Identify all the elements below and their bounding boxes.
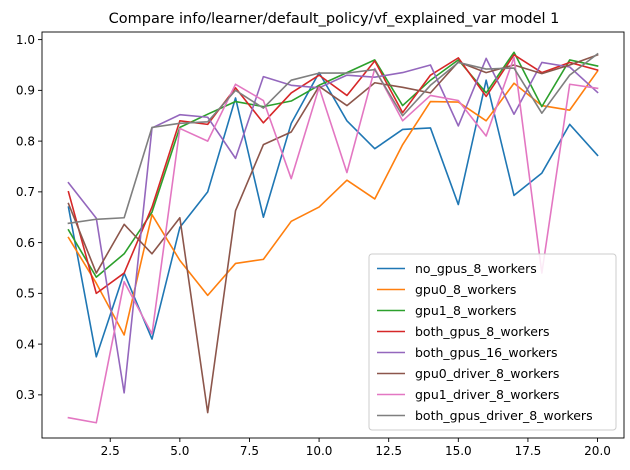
- y-tick-label: 0.4: [16, 337, 35, 351]
- legend-label: no_gpus_8_workers: [415, 261, 537, 276]
- legend: no_gpus_8_workers gpu0_8_workers gpu1_8_wo…: [368, 253, 617, 431]
- legend-label: both_gpus_16_workers: [415, 345, 558, 360]
- plot-frame: [41, 31, 625, 439]
- y-tick-label: 0.6: [16, 236, 35, 250]
- x-tick-label: 12.5: [375, 444, 402, 458]
- legend-label: gpu0_driver_8_workers: [415, 366, 559, 381]
- y-axis: 0.3 0.4 0.5 0.6 0.7 0.8 0.9 1.0: [16, 33, 42, 402]
- y-tick-label: 0.9: [16, 84, 35, 98]
- x-tick-label: 7.5: [240, 444, 259, 458]
- legend-label: gpu0_8_workers: [415, 282, 516, 297]
- x-axis: 2.5 5.0 7.5 10.0 12.5 15.0 17.5 20.0: [101, 438, 611, 458]
- y-tick-label: 0.7: [16, 185, 35, 199]
- plot-lines: [67, 51, 599, 424]
- y-tick-label: 0.3: [16, 388, 35, 402]
- x-tick-label: 15.0: [445, 444, 472, 458]
- x-tick-label: 5.0: [170, 444, 189, 458]
- series-line-gpu0_driver_8_workers: [67, 53, 599, 414]
- legend-label: gpu1_8_workers: [415, 303, 516, 318]
- series-line-both_gpus_driver_8_workers: [67, 52, 599, 225]
- x-tick-label: 20.0: [584, 444, 611, 458]
- series-line-gpu1_8_workers: [67, 51, 599, 278]
- series-line-both_gpus_16_workers: [67, 57, 599, 394]
- legend-label: gpu1_driver_8_workers: [415, 387, 559, 402]
- legend-box: [368, 253, 617, 431]
- x-tick-label: 2.5: [101, 444, 120, 458]
- series-line-gpu0_8_workers: [67, 69, 599, 336]
- x-tick-label: 10.0: [306, 444, 333, 458]
- legend-label: both_gpus_8_workers: [415, 324, 550, 339]
- series-line-both_gpus_8_workers: [67, 54, 599, 295]
- x-tick-label: 17.5: [515, 444, 542, 458]
- y-tick-label: 1.0: [16, 33, 35, 47]
- y-tick-label: 0.5: [16, 287, 35, 301]
- y-tick-label: 0.8: [16, 134, 35, 148]
- chart-title: Compare info/learner/default_policy/vf_e…: [109, 11, 560, 27]
- series-line-gpu1_driver_8_workers: [67, 56, 599, 424]
- legend-label: both_gpus_driver_8_workers: [415, 408, 593, 423]
